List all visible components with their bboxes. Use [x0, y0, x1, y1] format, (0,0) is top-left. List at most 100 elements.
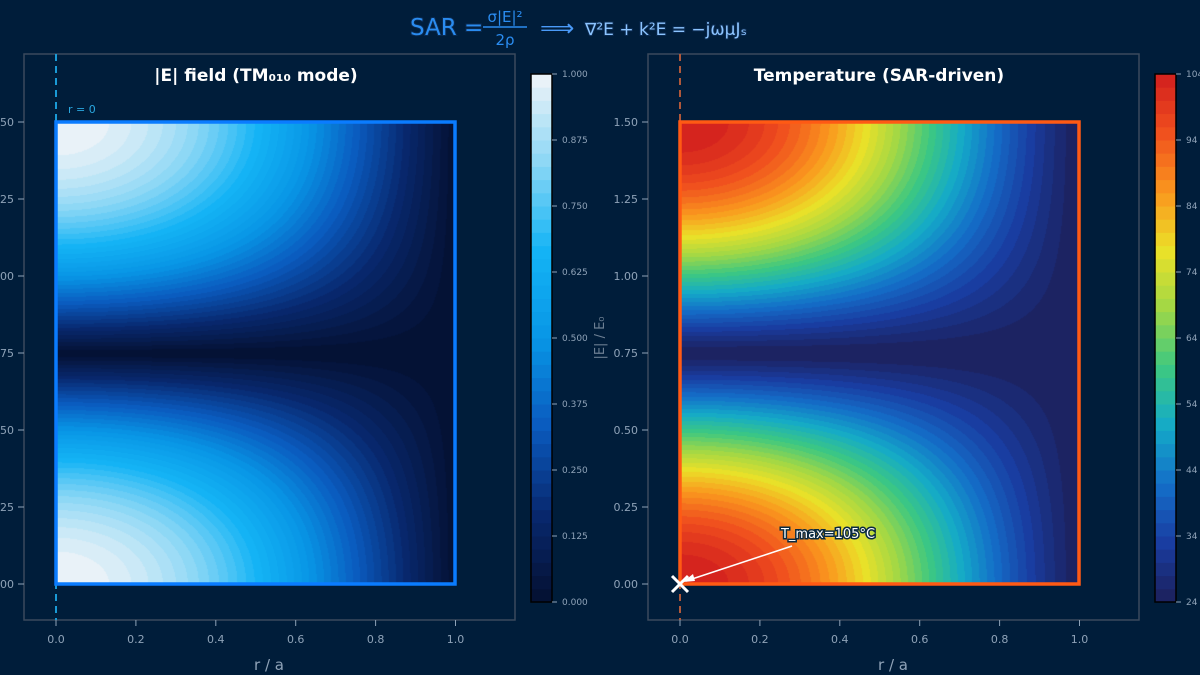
x-tick-label: 0.4: [207, 633, 225, 646]
colorbar-tick-label: 0.000: [562, 598, 588, 608]
temperature-axes: Temperature (SAR-driven) r / a T_max=105…: [647, 53, 1140, 674]
y-tick-label: 0.50: [614, 424, 639, 437]
colorbar-tick-label: 74: [1186, 268, 1198, 278]
colorbar-segment: [1155, 536, 1176, 550]
colorbar-segment: [1155, 456, 1176, 471]
colorbar-segment: [1155, 113, 1176, 128]
colorbar-segment: [531, 430, 552, 445]
temperature-heatmap: [680, 122, 1080, 584]
colorbar-segment: [531, 536, 552, 550]
colorbar-segment: [1155, 496, 1176, 511]
colorbar-segment: [1155, 588, 1176, 603]
colorbar-segment: [531, 311, 552, 326]
colorbar-segment: [531, 588, 552, 603]
x-tick-label: 0.8: [991, 633, 1009, 646]
sar-numerator: σ|E|²: [487, 8, 522, 26]
chart-title: |E| field (TM₀₁₀ mode): [154, 66, 357, 86]
cavity-outline: [678, 120, 1081, 586]
colorbar-tick-label: 34: [1186, 532, 1198, 542]
colorbar-segment: [1155, 324, 1176, 339]
colorbar-tick-label: 0.500: [562, 334, 588, 344]
colorbar-segment: [531, 456, 552, 471]
colorbar-segment: [531, 285, 552, 299]
colorbar-segment: [531, 338, 552, 352]
helmholtz-equation: ∇²E + k²E = −jωμJₛ: [584, 20, 747, 40]
temperature-colorbar: 24 34 44 54 64 74 84 94 104: [1154, 70, 1200, 608]
y-tick-label: 1.50: [614, 116, 639, 129]
colorbar-segment: [531, 166, 552, 181]
colorbar-segment: [531, 219, 552, 233]
colorbar-segment: [1155, 404, 1176, 418]
colorbar-segment: [531, 443, 552, 458]
cavity-outline: [54, 120, 457, 586]
chart-title: Temperature (SAR-driven): [754, 66, 1004, 86]
colorbar-segment: [1155, 153, 1176, 167]
tick-labels: 0.0 0.2 0.4 0.6 0.8 1.0 0.00 0.25 0.50 0.75 1.00 1.…: [0, 116, 1088, 646]
colorbar-segment: [531, 126, 552, 141]
colorbar-segment: [1155, 549, 1176, 563]
colorbar-segment: [531, 549, 552, 563]
x-tick-label: 0.2: [127, 633, 145, 646]
colorbar-segment: [1155, 219, 1176, 233]
colorbar-segment: [531, 179, 552, 194]
sar-equation: SAR =: [410, 15, 483, 41]
colorbar-segment: [531, 258, 552, 273]
colorbar-segment: [531, 470, 552, 484]
x-tick-label: 0.8: [367, 633, 385, 646]
colorbar-tick-label: 0.875: [562, 136, 588, 146]
colorbar-segment: [1155, 298, 1176, 313]
colorbar-segment: [531, 377, 552, 392]
colorbar-tick-label: 44: [1186, 466, 1198, 476]
colorbar-tick-label: 0.125: [562, 532, 588, 542]
colorbar-segment: [1155, 311, 1176, 326]
colorbar-segment: [1155, 430, 1176, 445]
colorbar-segment: [531, 575, 552, 590]
y-tick-label: 0.00: [0, 578, 14, 591]
y-tick-label: 0.00: [614, 578, 639, 591]
tmax-label: T_max=105°C: [780, 527, 875, 542]
colorbar-segment: [1155, 443, 1176, 458]
colorbar-segment: [1155, 206, 1176, 220]
colorbar-tick-label: 54: [1186, 400, 1198, 410]
colorbar-segment: [1155, 126, 1176, 141]
x-tick-label: 0.0: [671, 633, 689, 646]
x-tick-label: 0.4: [831, 633, 849, 646]
colorbar-segment: [531, 100, 552, 115]
equations: SAR = σ|E|² 2ρ ⟹ ∇²E + k²E = −jωμJₛ: [409, 8, 748, 49]
colorbar-segment: [531, 232, 552, 247]
colorbar-tick-label: 104: [1186, 70, 1200, 80]
colorbar-segment: [531, 351, 552, 365]
colorbar-segment: [1155, 575, 1176, 590]
efield-heatmap: [56, 122, 456, 584]
sar-denominator: 2ρ: [495, 31, 514, 49]
colorbar-tick-label: 24: [1186, 598, 1198, 608]
axes-frame: [23, 53, 516, 621]
colorbar-segment: [1155, 87, 1176, 101]
r0-label: r = 0: [68, 103, 96, 116]
colorbar-segment: [1155, 470, 1176, 484]
x-tick-label: 1.0: [1071, 633, 1089, 646]
colorbar-segment: [1155, 100, 1176, 115]
colorbar-tick-label: 0.375: [562, 400, 588, 410]
y-tick-label: 0.25: [614, 501, 639, 514]
colorbar-tick-label: 94: [1186, 136, 1198, 146]
colorbar-segment: [531, 74, 552, 88]
implies-arrow-icon: ⟹: [540, 14, 574, 42]
colorbar-segment: [1155, 140, 1176, 154]
efield-colorbar: 0.000 0.125 0.250 0.375 0.500 0.625 0.750 0.875…: [530, 70, 588, 608]
colorbar-segment: [531, 522, 552, 537]
colorbar-segment: [1155, 245, 1176, 260]
colorbar-segment: [531, 87, 552, 101]
colorbar-segment: [1155, 483, 1176, 497]
colorbar-tick-label: 1.000: [562, 70, 588, 80]
colorbar-segment: [1155, 364, 1176, 379]
y-tick-label: 1.00: [614, 270, 639, 283]
colorbar-segment: [531, 192, 552, 207]
colorbar-segment: [531, 417, 552, 431]
colorbar-segment: [531, 496, 552, 511]
y-tick-label: 1.25: [614, 193, 639, 206]
colorbar-segment: [1155, 192, 1176, 207]
colorbar-segment: [531, 509, 552, 524]
colorbar-tick-label: 0.250: [562, 466, 588, 476]
